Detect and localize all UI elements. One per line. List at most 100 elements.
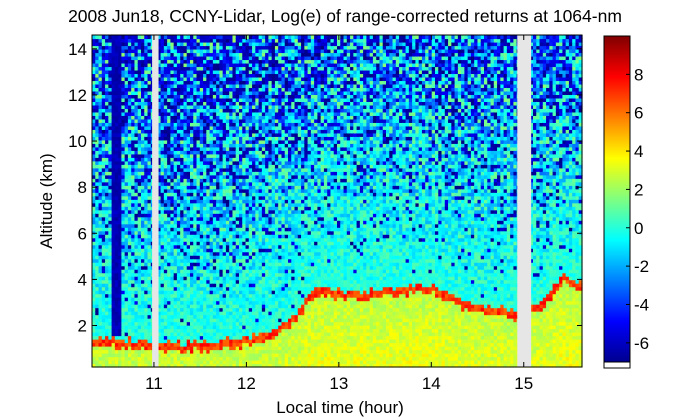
heatmap-cell (170, 202, 175, 207)
heatmap-cell (114, 87, 119, 92)
heatmap-cell (105, 185, 109, 190)
heatmap-cell (242, 66, 247, 71)
heatmap-cell (222, 188, 227, 193)
heatmap-cell (121, 157, 126, 162)
heatmap-cell (131, 115, 136, 120)
heatmap-cell (186, 83, 191, 89)
heatmap-cell (131, 150, 136, 155)
heatmap-cell (232, 59, 237, 64)
heatmap-cell (209, 223, 214, 228)
heatmap-cell (219, 157, 224, 162)
heatmap-cell (131, 167, 136, 172)
heatmap-cell (157, 363, 162, 368)
heatmap-cell (114, 55, 119, 61)
heatmap-cell (98, 192, 103, 197)
heatmap-cell (98, 363, 103, 368)
heatmap-cell (173, 73, 178, 78)
heatmap-cell (206, 307, 211, 312)
heatmap-cell (245, 136, 250, 141)
heatmap-cell (255, 276, 260, 281)
heatmap-cell (137, 153, 142, 158)
heatmap-cell (222, 223, 227, 228)
heatmap-cell (239, 73, 243, 78)
heatmap-cell (190, 55, 194, 61)
heatmap-cell (235, 48, 240, 54)
heatmap-cell (209, 248, 214, 253)
heatmap-cell (239, 122, 243, 127)
heatmap-cell (248, 125, 253, 130)
heatmap-cell (160, 150, 165, 155)
heatmap-cell (163, 293, 168, 298)
heatmap-cell (92, 265, 96, 270)
heatmap-cell (98, 339, 103, 344)
heatmap-cell (239, 157, 243, 162)
heatmap-cell (105, 251, 109, 256)
heatmap-cell (114, 342, 119, 347)
heatmap-cell (101, 90, 106, 96)
heatmap-cell (242, 188, 247, 193)
heatmap-cell (232, 213, 237, 218)
heatmap-cell (108, 363, 113, 368)
heatmap-cell (173, 118, 178, 123)
heatmap-cell (245, 59, 250, 64)
heatmap-cell (186, 195, 191, 200)
heatmap-cell (108, 297, 113, 302)
heatmap-cell (118, 251, 122, 256)
heatmap-cell (245, 307, 250, 312)
heatmap-cell (176, 328, 181, 333)
heatmap-cell (186, 167, 191, 172)
heatmap-cell (242, 129, 247, 134)
heatmap-cell (232, 129, 237, 134)
heatmap-cell (222, 160, 227, 165)
heatmap-cell (248, 300, 253, 305)
heatmap-cell (137, 202, 142, 207)
heatmap-cell (209, 122, 214, 127)
heatmap-cell (160, 262, 165, 267)
heatmap-cell (160, 216, 165, 221)
heatmap-cell (98, 52, 103, 57)
heatmap-cell (118, 269, 122, 274)
heatmap-cell (127, 125, 132, 130)
heatmap-cell (173, 125, 178, 130)
heatmap-cell (180, 59, 185, 64)
heatmap-cell (252, 167, 256, 172)
heatmap-cell (255, 328, 260, 333)
heatmap-cell (225, 265, 230, 270)
heatmap-cell (124, 318, 129, 323)
heatmap-cell (232, 178, 237, 183)
heatmap-cell (193, 300, 198, 305)
heatmap-cell (114, 104, 119, 109)
heatmap-cell (239, 199, 243, 204)
heatmap-cell (255, 90, 260, 96)
heatmap-cell (190, 276, 194, 281)
heatmap-cell (108, 276, 113, 281)
heatmap-cell (242, 293, 247, 298)
heatmap-cell (196, 35, 201, 40)
heatmap-cell (248, 73, 253, 78)
heatmap-cell (101, 83, 106, 89)
heatmap-cell (206, 136, 211, 141)
heatmap-cell (212, 69, 217, 75)
heatmap-cell (209, 181, 214, 186)
heatmap-cell (229, 332, 234, 337)
heatmap-cell (98, 248, 103, 253)
heatmap-cell (170, 108, 175, 113)
heatmap-cell (235, 136, 240, 141)
heatmap-cell (131, 104, 136, 109)
heatmap-cell (144, 363, 149, 368)
heatmap-cell (206, 101, 211, 106)
heatmap-cell (111, 262, 116, 267)
heatmap-cell (121, 335, 126, 340)
heatmap-cell (105, 90, 109, 96)
heatmap-cell (196, 66, 201, 71)
heatmap-cell (190, 66, 194, 71)
heatmap-cell (206, 164, 211, 169)
heatmap-cell (232, 101, 237, 106)
heatmap-cell (180, 132, 185, 137)
heatmap-cell (131, 83, 136, 89)
heatmap-cell (248, 269, 253, 274)
heatmap-cell (232, 356, 237, 361)
heatmap-cell (95, 342, 100, 347)
heatmap-cell (170, 90, 175, 96)
heatmap-cell (131, 220, 136, 225)
